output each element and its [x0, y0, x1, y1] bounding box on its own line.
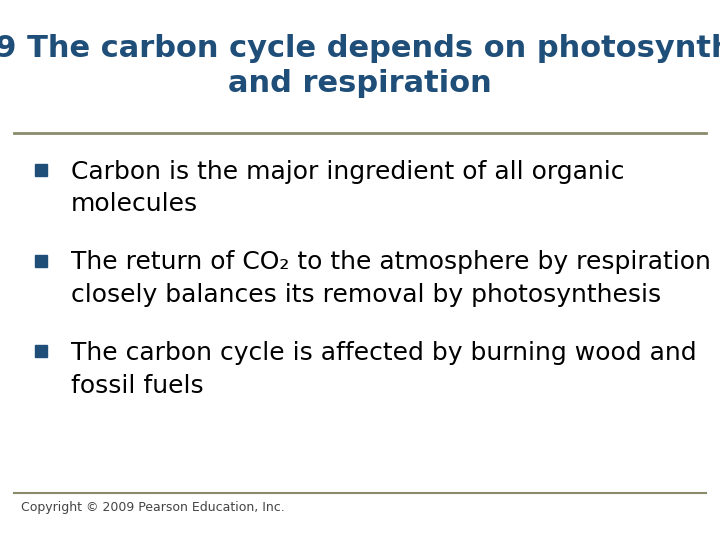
Text: The return of CO₂ to the atmosphere by respiration
closely balances its removal : The return of CO₂ to the atmosphere by r… [71, 251, 711, 307]
Text: Copyright © 2009 Pearson Education, Inc.: Copyright © 2009 Pearson Education, Inc. [22, 501, 285, 514]
Text: 37.19 The carbon cycle depends on photosynthesis
and respiration: 37.19 The carbon cycle depends on photos… [0, 34, 720, 98]
Text: The carbon cycle is affected by burning wood and
fossil fuels: The carbon cycle is affected by burning … [71, 341, 697, 397]
Text: Carbon is the major ingredient of all organic
molecules: Carbon is the major ingredient of all or… [71, 160, 624, 216]
